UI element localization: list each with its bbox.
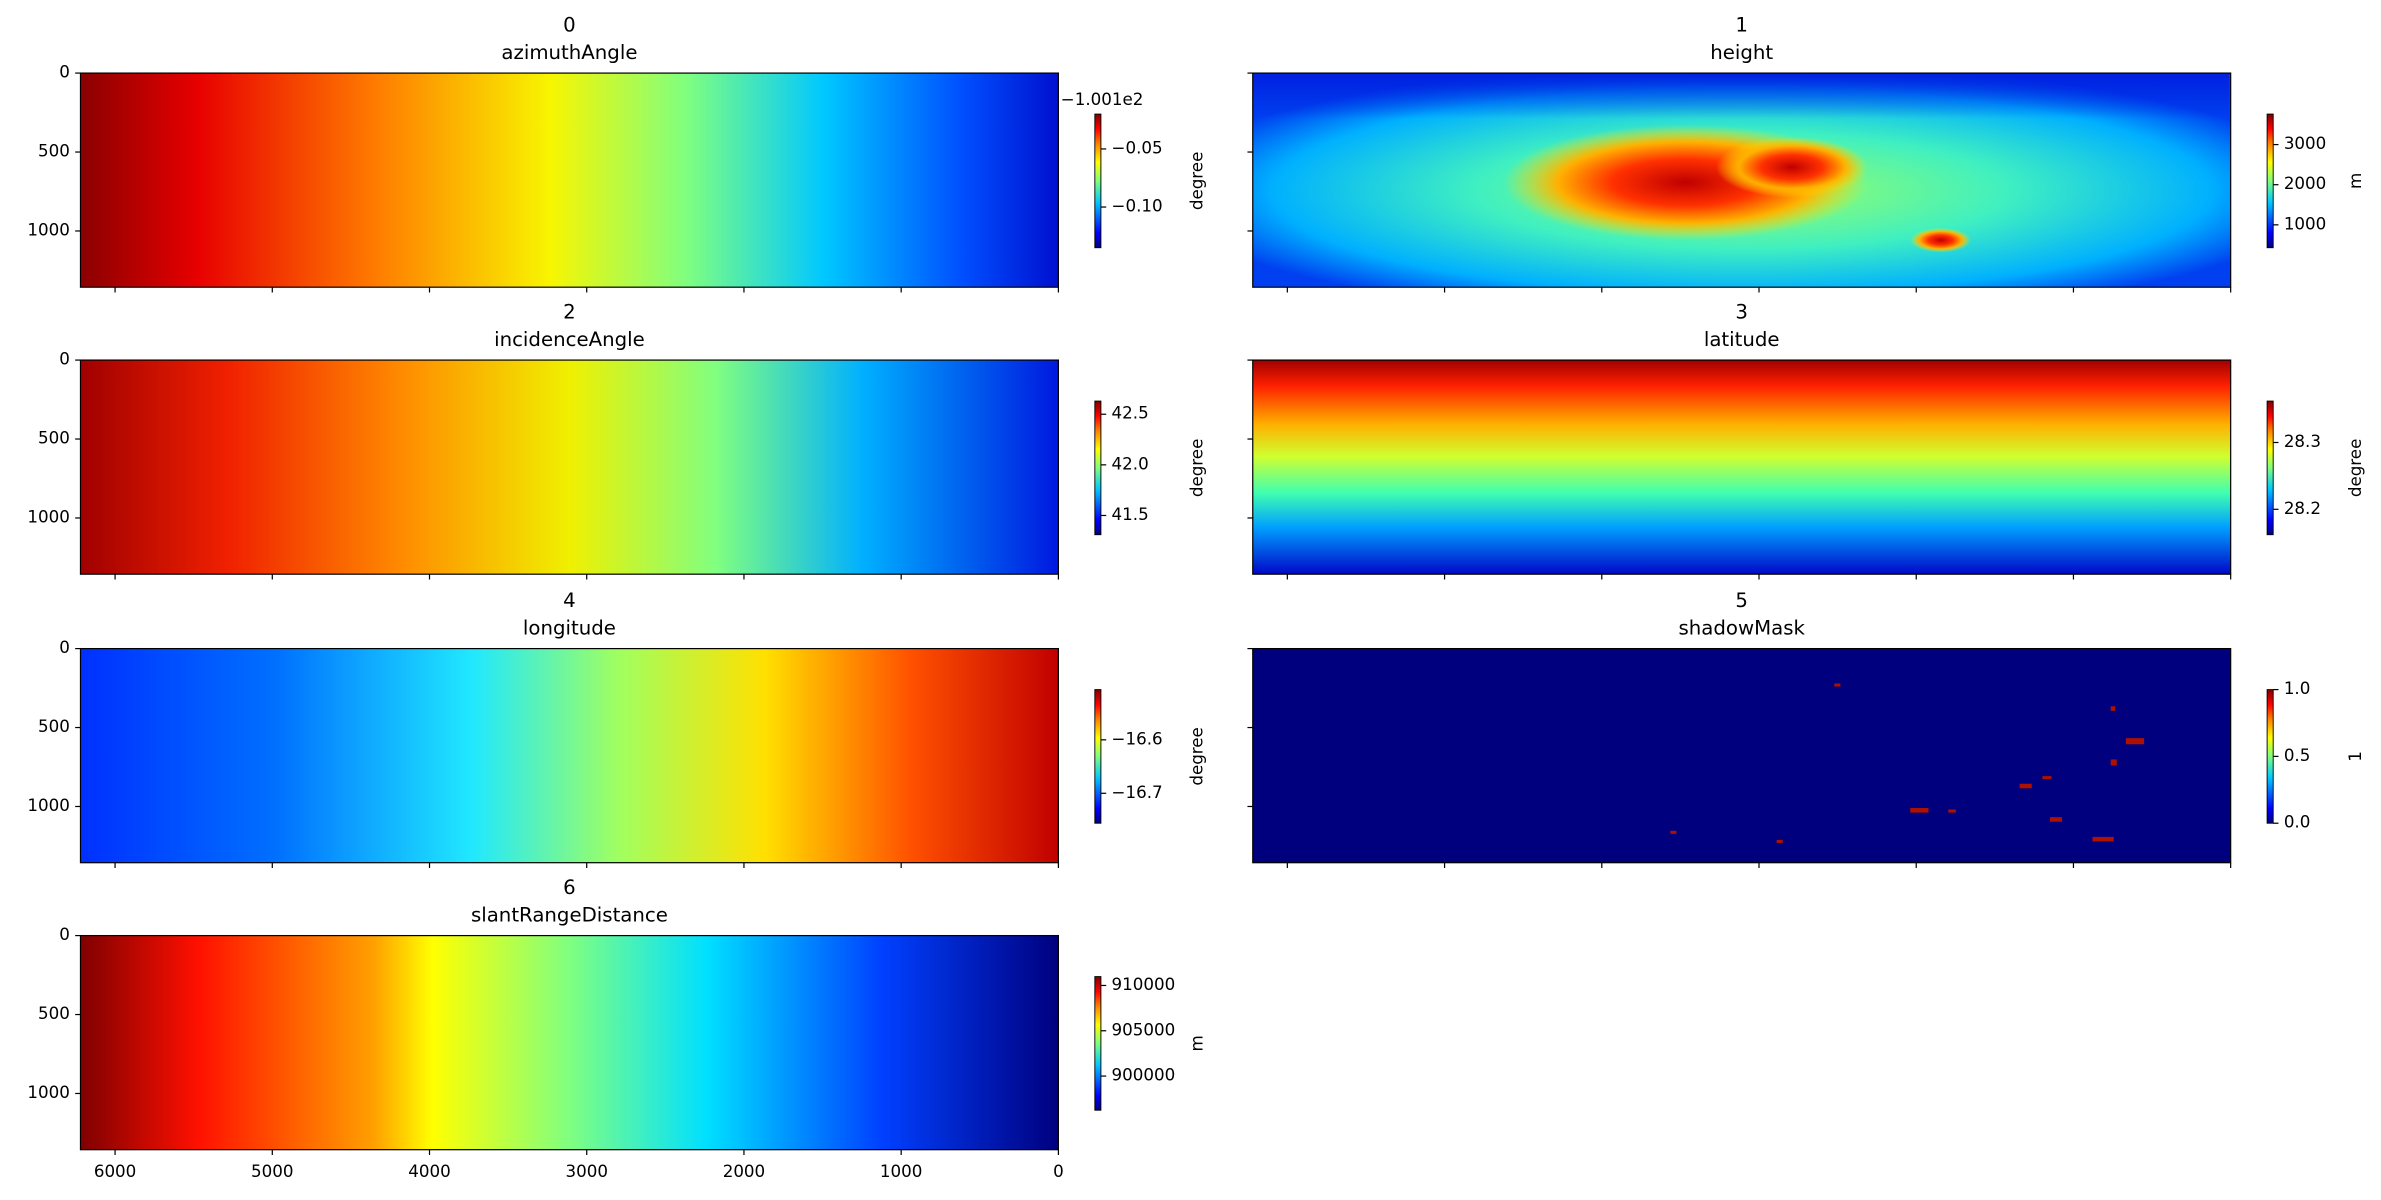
panel-title: azimuthAngle: [501, 41, 637, 64]
colorbar: [2266, 689, 2274, 824]
colorbar-tick-label: −0.10: [1112, 196, 1163, 216]
image: [80, 935, 1059, 1150]
x-tick-label: 2000: [723, 1161, 765, 1181]
colorbar-tick-label: 28.2: [2284, 498, 2321, 518]
x-tick-label: 3000: [565, 1161, 607, 1181]
panel-title: incidenceAngle: [494, 328, 645, 351]
mask-spots: [1670, 683, 2145, 843]
colorbar-label: degree: [1187, 727, 1207, 785]
colorbar-tick-label: 0.0: [2284, 812, 2311, 832]
colorbar: [1094, 976, 1102, 1111]
panel-index: 4: [563, 589, 576, 612]
colorbar-tick-label: 42.0: [1112, 453, 1149, 473]
axes-frame: [1252, 647, 2232, 864]
y-tick-label: 1000: [27, 506, 69, 526]
panel-title: height: [1710, 41, 1773, 64]
colorbar-tick-label: 3000: [2284, 133, 2326, 153]
panel-index: 6: [563, 876, 576, 899]
x-tick-label: 6000: [94, 1161, 136, 1181]
colorbar-label: degree: [2345, 439, 2365, 497]
colorbar-tick-label: 910000: [1112, 974, 1176, 994]
colorbar-tick-label: 28.3: [2284, 431, 2321, 451]
y-tick-label: 0: [59, 637, 70, 657]
y-tick-label: 0: [59, 924, 70, 944]
image: [80, 360, 1059, 575]
panel-index: 3: [1735, 301, 1748, 324]
colorbar-offset: −1.001e2: [1061, 89, 1144, 109]
panel-title: shadowMask: [1678, 616, 1805, 639]
colorbar-label: m: [2345, 173, 2365, 189]
colorbar: [1094, 689, 1102, 824]
colorbar-label: degree: [1187, 152, 1207, 210]
colorbar: [1094, 113, 1102, 249]
colorbar-tick-label: 1000: [2284, 213, 2326, 233]
colorbar-tick-label: 1.0: [2284, 678, 2311, 698]
colorbar-tick-label: 41.5: [1112, 504, 1149, 524]
colorbar-tick-label: 900000: [1112, 1065, 1176, 1085]
axes-frame: [79, 647, 1059, 864]
image: [80, 648, 1059, 863]
x-tick-label: 5000: [251, 1161, 293, 1181]
colorbar-tick-label: 905000: [1112, 1019, 1176, 1039]
x-tick-label: 1000: [880, 1161, 922, 1181]
colorbar-label: degree: [1187, 439, 1207, 497]
panel-title: longitude: [523, 616, 616, 639]
panel-title: latitude: [1704, 328, 1780, 351]
colorbar: [2266, 400, 2274, 536]
y-tick-label: 500: [38, 716, 70, 736]
y-tick-label: 1000: [27, 219, 69, 239]
panel-index: 5: [1735, 589, 1748, 612]
image: [1252, 360, 2231, 575]
colorbar-tick-label: −16.7: [1112, 782, 1163, 802]
panel-index: 1: [1735, 14, 1748, 37]
panel-index: 2: [563, 301, 576, 324]
panel-index: 0: [563, 14, 576, 37]
y-tick-label: 1000: [27, 795, 69, 815]
image-detail: [1252, 73, 2230, 253]
colorbar-tick-label: −16.6: [1112, 728, 1163, 748]
y-tick-label: 500: [38, 1003, 70, 1023]
colorbar-label: 1: [2345, 751, 2365, 762]
colorbar: [2266, 113, 2274, 249]
x-tick-label: 4000: [408, 1161, 450, 1181]
axes-frame: [79, 359, 1059, 575]
colorbar-tick-label: 42.5: [1112, 403, 1149, 423]
y-tick-label: 0: [59, 349, 70, 369]
colorbar-tick-label: 0.5: [2284, 745, 2311, 765]
y-tick-label: 0: [59, 62, 70, 82]
colorbar-tick-label: −0.05: [1112, 137, 1163, 157]
image: [80, 73, 1059, 288]
colorbar-tick-label: 2000: [2284, 173, 2326, 193]
axes-frame: [79, 934, 1059, 1151]
y-tick-label: 500: [38, 141, 70, 161]
axes-frame: [1252, 72, 2232, 288]
y-tick-label: 500: [38, 428, 70, 448]
panel-title: slantRangeDistance: [471, 903, 668, 926]
image: [1252, 648, 2231, 863]
y-tick-label: 1000: [27, 1082, 69, 1102]
axes-frame: [79, 72, 1059, 288]
axes-frame: [1252, 359, 2232, 575]
colorbar: [1094, 400, 1102, 536]
colorbar-label: m: [1187, 1035, 1207, 1051]
x-tick-label: 0: [1053, 1161, 1064, 1181]
